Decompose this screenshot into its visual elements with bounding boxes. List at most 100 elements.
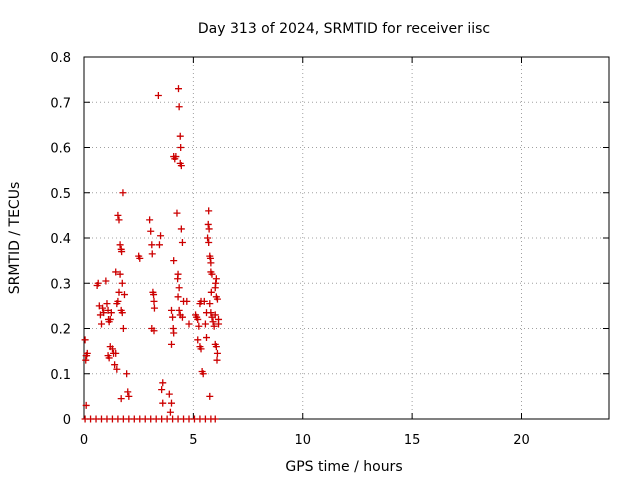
data-point [102,277,110,285]
data-point [209,318,217,326]
data-point [177,225,185,233]
data-point [159,379,167,387]
data-point [210,322,218,330]
data-point [173,209,181,217]
data-point [175,284,183,292]
data-point [125,392,133,400]
data-point [111,361,119,369]
data-point [114,297,122,305]
y-tick-label: 0.6 [50,142,71,157]
data-point [211,284,219,292]
data-point [203,334,210,342]
data-point [103,300,111,308]
data-point [106,315,114,323]
data-point [150,291,158,299]
data-point [83,349,91,357]
data-point [177,144,185,151]
chart-title: Day 313 of 2024, SRMTID for receiver iis… [198,21,490,37]
data-point [118,309,126,317]
data-point [148,241,156,249]
data-point [166,408,174,416]
data-point [120,291,128,299]
data-point [172,153,180,161]
y-tick-label: 0.4 [50,232,71,247]
data-point [194,315,202,323]
data-point [185,320,193,328]
data-point [147,227,155,235]
data-point [204,220,212,228]
data-point [119,189,127,197]
data-point [159,399,167,407]
data-point [150,327,158,335]
x-tick-label: 0 [80,433,88,448]
x-tick-label: 10 [294,433,311,448]
data-point [146,216,154,224]
x-tick-label: 15 [404,433,421,448]
data-point [197,345,205,353]
data-point [136,254,144,262]
data-point [211,415,219,423]
x-tick-labels: 0 5 10 15 20 [80,433,530,448]
data-point [200,297,208,305]
data-point [150,297,158,305]
data-point [178,313,186,321]
data-point [175,103,183,111]
data-point [215,320,223,328]
data-point [174,293,182,301]
data-point [177,162,185,170]
data-point [205,239,213,247]
data-point [213,295,221,303]
data-point [118,279,126,287]
data-point [158,386,166,394]
data-point [212,275,220,283]
data-point [168,340,175,348]
data-point [105,354,113,362]
data-point [148,250,156,258]
data-point [175,306,183,314]
data-point [205,225,213,233]
data-point [150,304,158,312]
data-point [168,306,175,314]
data-point [99,304,107,312]
data-point [165,390,173,398]
data-point [207,259,215,267]
data-point [194,336,202,344]
data-point [113,365,121,373]
plot-frame [83,56,610,420]
data-point [201,320,209,328]
data-point [212,343,220,351]
y-tick-label: 0 [63,413,71,428]
data-point [116,270,124,278]
data-point [170,329,178,337]
data-point [114,211,122,219]
data-point [176,132,184,140]
data-point [206,392,214,400]
y-tick-label: 0.8 [50,51,71,66]
data-point [119,325,127,332]
data-point [213,356,221,364]
data-point [170,257,178,265]
data-point [174,275,182,283]
x-axis-label: GPS time / hours [285,459,402,475]
data-point [207,288,215,296]
data-point [206,300,214,308]
data-point [118,248,126,256]
data-point [108,345,116,353]
data-point [115,216,123,224]
data-point [195,322,203,330]
data-point [211,311,219,319]
data-point [169,313,177,321]
data-point [213,349,221,357]
axis-ticks [83,56,609,420]
data-point [205,207,213,215]
data-point [82,401,90,409]
data-point [117,395,125,403]
y-tick-label: 0.7 [50,96,71,111]
y-tick-label: 0.1 [50,368,71,383]
data-point [157,232,165,240]
data-point [168,399,175,407]
data-point [115,288,123,296]
data-point [112,349,120,357]
y-tick-labels: 0 0.1 0.2 0.3 0.4 0.5 0.6 0.7 0.8 [50,51,71,428]
